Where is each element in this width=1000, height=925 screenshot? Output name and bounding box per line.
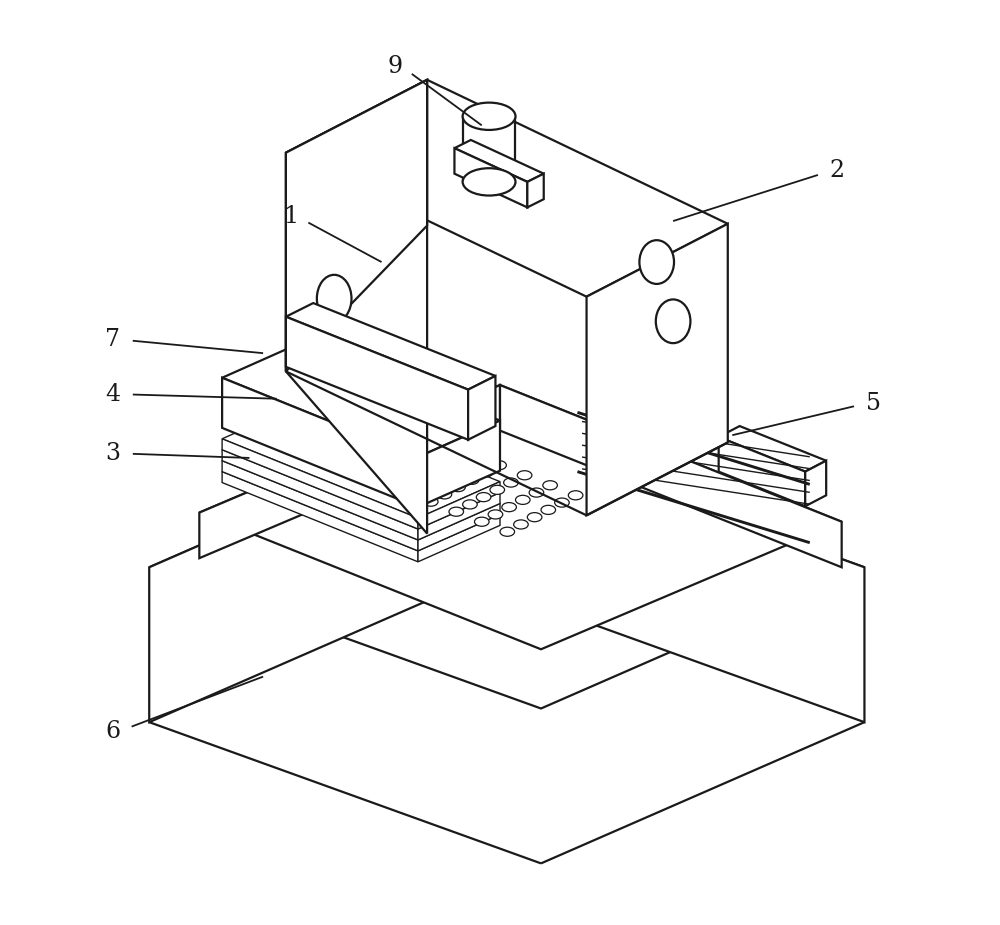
Ellipse shape xyxy=(388,445,403,454)
Ellipse shape xyxy=(492,461,506,470)
Polygon shape xyxy=(418,421,500,507)
Polygon shape xyxy=(199,385,842,649)
Polygon shape xyxy=(222,438,418,529)
Ellipse shape xyxy=(451,483,465,492)
Ellipse shape xyxy=(464,475,479,485)
Ellipse shape xyxy=(412,480,426,489)
Ellipse shape xyxy=(502,502,516,512)
Polygon shape xyxy=(222,472,418,561)
Polygon shape xyxy=(418,503,500,551)
Ellipse shape xyxy=(441,440,455,450)
Ellipse shape xyxy=(423,497,438,506)
Polygon shape xyxy=(222,341,500,457)
Polygon shape xyxy=(149,426,473,722)
Ellipse shape xyxy=(474,517,489,526)
Polygon shape xyxy=(286,80,728,297)
Polygon shape xyxy=(286,316,468,439)
Text: 3: 3 xyxy=(105,442,120,465)
Ellipse shape xyxy=(439,465,454,475)
Polygon shape xyxy=(805,461,826,506)
Polygon shape xyxy=(418,493,500,540)
Polygon shape xyxy=(454,148,527,207)
Text: 7: 7 xyxy=(105,328,120,351)
Polygon shape xyxy=(222,435,500,551)
Ellipse shape xyxy=(527,512,542,522)
Ellipse shape xyxy=(437,490,452,499)
Polygon shape xyxy=(418,514,500,561)
Polygon shape xyxy=(222,377,418,507)
Ellipse shape xyxy=(463,500,477,509)
Polygon shape xyxy=(418,482,500,529)
Ellipse shape xyxy=(463,103,515,130)
Polygon shape xyxy=(587,224,728,515)
Ellipse shape xyxy=(361,460,375,469)
Ellipse shape xyxy=(656,300,690,343)
Ellipse shape xyxy=(463,168,515,195)
Ellipse shape xyxy=(374,452,389,462)
Text: 5: 5 xyxy=(866,392,881,414)
Ellipse shape xyxy=(529,488,544,497)
Text: 9: 9 xyxy=(388,55,403,78)
Text: 6: 6 xyxy=(105,720,120,743)
Polygon shape xyxy=(222,425,500,540)
Polygon shape xyxy=(473,426,864,722)
Ellipse shape xyxy=(400,462,414,472)
Ellipse shape xyxy=(568,491,583,500)
Ellipse shape xyxy=(427,448,442,457)
Polygon shape xyxy=(286,303,495,389)
Polygon shape xyxy=(222,461,418,551)
Ellipse shape xyxy=(413,455,428,464)
Polygon shape xyxy=(500,385,842,567)
Polygon shape xyxy=(719,426,826,472)
Ellipse shape xyxy=(639,240,674,284)
Polygon shape xyxy=(454,140,544,182)
Ellipse shape xyxy=(476,493,491,501)
Polygon shape xyxy=(149,426,864,709)
Polygon shape xyxy=(286,80,427,372)
Ellipse shape xyxy=(317,275,351,322)
Ellipse shape xyxy=(386,470,401,479)
Ellipse shape xyxy=(453,458,467,467)
Text: 1: 1 xyxy=(283,205,298,228)
Polygon shape xyxy=(468,376,495,439)
Ellipse shape xyxy=(500,527,515,536)
Ellipse shape xyxy=(398,487,413,496)
Polygon shape xyxy=(527,174,544,207)
Polygon shape xyxy=(719,437,805,506)
Ellipse shape xyxy=(488,510,503,519)
Ellipse shape xyxy=(449,507,464,516)
Ellipse shape xyxy=(347,467,362,476)
Polygon shape xyxy=(222,413,500,529)
Ellipse shape xyxy=(541,505,556,514)
Ellipse shape xyxy=(514,520,528,529)
Text: 4: 4 xyxy=(105,383,120,406)
Ellipse shape xyxy=(555,498,569,507)
Text: 2: 2 xyxy=(830,159,845,182)
Ellipse shape xyxy=(425,473,440,482)
Ellipse shape xyxy=(372,477,387,487)
Ellipse shape xyxy=(415,431,430,439)
Ellipse shape xyxy=(517,471,532,480)
Ellipse shape xyxy=(504,478,518,487)
Ellipse shape xyxy=(515,495,530,504)
Ellipse shape xyxy=(478,468,493,477)
Ellipse shape xyxy=(402,438,416,447)
Ellipse shape xyxy=(543,481,557,490)
Polygon shape xyxy=(222,402,500,518)
Ellipse shape xyxy=(466,450,481,460)
Polygon shape xyxy=(199,385,500,558)
Polygon shape xyxy=(222,450,418,540)
Ellipse shape xyxy=(490,486,505,494)
Polygon shape xyxy=(286,80,427,534)
